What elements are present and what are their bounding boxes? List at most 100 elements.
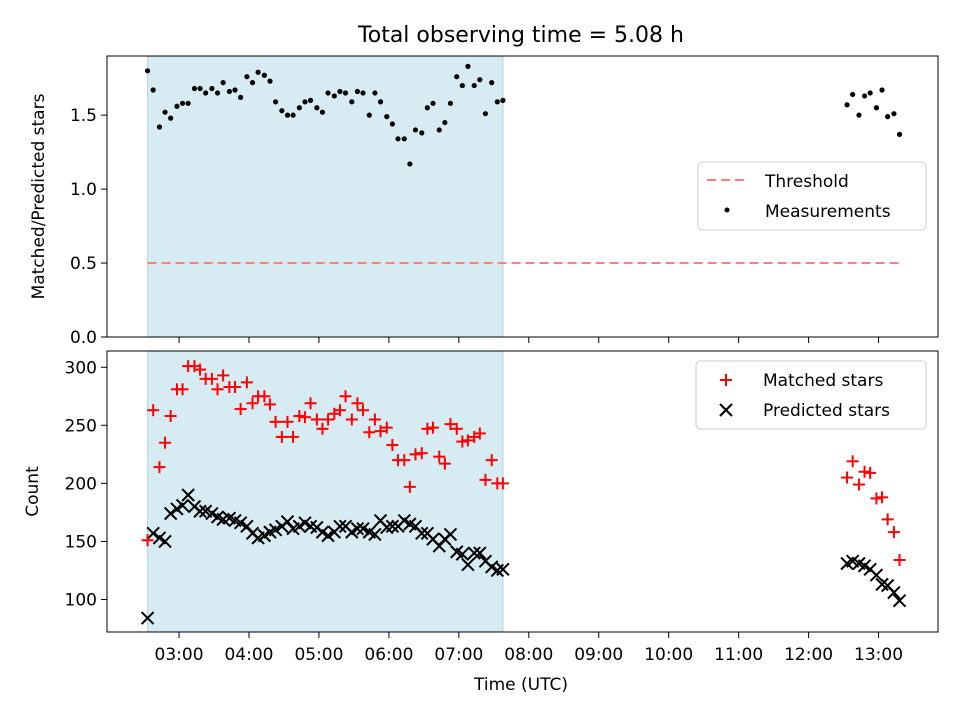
matched-star-point: [368, 413, 381, 426]
measurement-point: [162, 109, 168, 115]
matched-star-point: [403, 480, 416, 493]
top-panel: 0.0 0.5 1.0 1.5 Matched/Predicted stars Thr…: [29, 55, 939, 348]
predicted-star-point: [496, 562, 510, 577]
matched-star-point: [211, 383, 224, 396]
measurement-point: [477, 77, 483, 83]
top-legend-box: [697, 161, 927, 231]
matched-star-point: [345, 413, 358, 426]
matched-star-point: [298, 411, 311, 424]
predicted-star-stroke: [338, 519, 353, 534]
measurement-point: [419, 130, 425, 136]
matched-star-point: [415, 447, 428, 460]
predicted-star-stroke: [869, 568, 884, 582]
measurement-point: [203, 90, 209, 96]
matched-star-point: [485, 454, 498, 467]
predicted-star-point: [193, 504, 207, 518]
matched-star-point: [304, 397, 317, 410]
matched-star-point: [881, 513, 894, 526]
predicted-star-stroke: [268, 523, 283, 537]
predicted-star-point: [233, 516, 248, 530]
predicted-star-point: [333, 519, 347, 534]
matched-star-point: [153, 461, 166, 474]
measurement-point: [156, 124, 163, 130]
measurement-point: [244, 74, 250, 80]
measurement-point: [197, 85, 203, 92]
predicted-star-stroke: [887, 585, 901, 600]
measurement-point: [401, 136, 407, 142]
measurement-point: [372, 90, 378, 96]
y-tick-label: 0.5: [70, 254, 97, 274]
x-tick-label: 10:00: [644, 645, 693, 665]
measurement-point: [489, 80, 495, 86]
predicted-star-stroke: [875, 577, 889, 592]
matched-star-point: [846, 455, 859, 468]
matched-star-point: [876, 491, 889, 504]
measurement-point: [482, 111, 489, 117]
matched-star-point: [310, 413, 323, 426]
matched-star-point: [473, 427, 486, 440]
measurement-point: [238, 94, 244, 101]
measurement-point: [891, 111, 897, 117]
predicted-star-stroke: [415, 526, 429, 541]
predicted-star-stroke: [362, 525, 377, 539]
predicted-star-point: [892, 593, 907, 608]
predicted-star-point: [146, 526, 160, 541]
measurement-point: [325, 90, 331, 96]
predicted-star-stroke: [158, 534, 172, 549]
matched-star-point: [351, 397, 364, 410]
matched-star-point: [426, 421, 439, 434]
observing-interval-shade: [147, 350, 504, 633]
predicted-star-stroke: [193, 504, 207, 518]
matched-star-point: [293, 410, 306, 423]
measurement-point: [442, 119, 448, 126]
measurement-point: [360, 90, 366, 96]
measurement-point: [384, 114, 390, 120]
measurement-point: [267, 78, 273, 84]
predicted-star-stroke: [228, 513, 242, 528]
predicted-star-point: [443, 527, 458, 542]
predicted-star-stroke: [467, 546, 481, 560]
bottom-axes-frame: [106, 350, 939, 633]
measurement-point: [209, 85, 215, 92]
predicted-star-stroke: [280, 514, 295, 529]
matched-star-point: [141, 534, 154, 547]
x-tick-label: 03:00: [155, 645, 204, 665]
measurement-point: [179, 100, 186, 106]
predicted-star-stroke: [210, 510, 225, 524]
predicted-star-stroke: [443, 527, 458, 542]
measurement-point: [494, 99, 500, 105]
matched-star-point: [841, 471, 854, 484]
measurement-point: [879, 87, 885, 93]
legend-predicted-swatch: [719, 403, 733, 417]
matched-star-point: [398, 454, 411, 467]
measurement-point: [226, 88, 233, 95]
x-tick-label: 13:00: [854, 645, 903, 665]
y-tick-label: 200: [65, 474, 97, 494]
measurement-point: [867, 90, 873, 96]
x-axis-label: Time (UTC): [473, 675, 568, 695]
measurement-point: [302, 99, 308, 105]
measurement-point: [284, 112, 291, 118]
legend-predicted-stroke: [719, 403, 733, 417]
measurement-point: [407, 161, 413, 167]
predicted-star-stroke: [205, 506, 219, 521]
predicted-star-stroke: [368, 527, 382, 542]
matched-star-point: [450, 422, 463, 435]
measurement-point: [885, 114, 891, 120]
x-tick-label: 05:00: [294, 645, 343, 665]
chart-title: Total observing time = 5.08 h: [357, 23, 684, 48]
measurement-point: [331, 93, 337, 99]
matched-star-point: [374, 425, 387, 438]
matched-star-point: [479, 473, 492, 486]
predicted-star-point: [368, 527, 382, 542]
predicted-star-stroke: [298, 516, 312, 530]
matched-star-point: [380, 421, 393, 434]
predicted-star-stroke: [315, 525, 330, 539]
matched-star-point: [194, 363, 207, 376]
predicted-star-stroke: [233, 516, 248, 530]
predicted-star-stroke: [181, 488, 195, 502]
y-tick-label: 100: [65, 590, 97, 610]
predicted-star-stroke: [140, 611, 155, 625]
measurement-point: [342, 90, 349, 96]
measurement-point: [377, 99, 384, 105]
